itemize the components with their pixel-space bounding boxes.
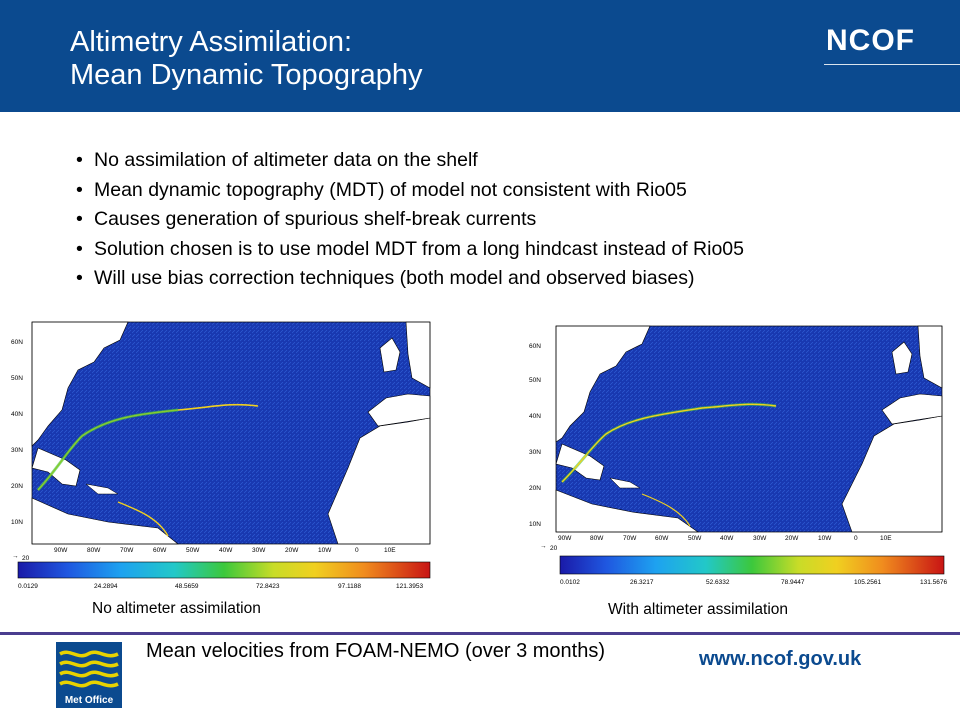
colorbar-label: 52.6332 [706,579,730,586]
lat-tick-label: 40N [11,411,23,418]
lon-tick-label: 50W [186,547,200,554]
caribbean-islands [85,483,119,495]
lon-tick-label: 40W [720,535,734,542]
website-link[interactable]: www.ncof.gov.uk [699,648,862,670]
caption-no-assimilation: No altimeter assimilation [92,600,261,617]
lon-tick-label: 0 [854,535,858,542]
lon-tick-label: 30W [252,547,266,554]
lon-tick-label: 0 [355,547,359,554]
logo-text: Met Office [65,695,114,706]
latitude-axis-labels: 60N 50N 40N 30N 20N 10N [11,339,23,526]
lon-tick-label: 10E [384,547,396,554]
lon-tick-label: 40W [219,547,233,554]
longitude-axis-labels: 90W 80W 70W 60W 50W 40W 30W 20W 10W 0 10… [54,547,396,554]
colorbar-label: 26.3217 [630,579,654,586]
north-america-landmass [31,321,129,447]
ncof-logo: NCOF [826,24,915,57]
caribbean-current [117,501,169,537]
british-isles [379,337,401,373]
colorbar-label: 24.2894 [94,583,118,590]
lat-tick-label: 20N [529,485,541,492]
british-isles [891,341,913,375]
lon-tick-label: 10W [818,535,832,542]
lon-tick-label: 90W [54,547,68,554]
lon-tick-label: 70W [623,535,637,542]
title-line-2: Mean Dynamic Topography [70,59,423,91]
caribbean-islands [609,477,641,489]
colorbar-label: 97.1188 [338,583,361,590]
vector-scale-note: 20 [22,555,30,562]
map-frame [31,321,431,545]
velocity-map-figure: 60N 50N 40N 30N 20N 10N 90W 80W 70W 60W … [11,321,431,590]
colorbar-label: 131.5676 [920,579,947,586]
lat-tick-label: 30N [11,447,23,454]
lon-tick-label: 10E [880,535,892,542]
title-line-1: Altimetry Assimilation: [70,26,353,58]
colorbar [17,561,431,579]
bullet-item: Will use bias correction techniques (bot… [74,264,744,294]
colorbar-label: 78.9447 [781,579,805,586]
lat-tick-label: 10N [11,519,23,526]
caribbean-current [641,493,691,527]
latitude-axis-labels: 60N 50N 40N 30N 20N 10N [529,343,541,528]
lat-tick-label: 60N [529,343,541,350]
lon-tick-label: 30W [753,535,767,542]
colorbar-labels: 0.0129 24.2894 48.5659 72.8423 97.1188 1… [18,583,423,590]
vector-scale-arrow: → [12,553,19,560]
velocity-map-figure: 60N 50N 40N 30N 20N 10N 90W 80W 70W 60W … [529,325,947,586]
vector-scale-arrow: → [540,543,547,550]
colorbar-label: 105.2561 [854,579,881,586]
lon-tick-label: 70W [120,547,134,554]
colorbar [559,555,945,575]
colorbar-label: 121.3953 [396,583,423,590]
met-office-logo: Met Office [56,642,122,708]
bullet-item: No assimilation of altimeter data on the… [74,146,744,176]
lat-tick-label: 40N [529,413,541,420]
lon-tick-label: 80W [87,547,101,554]
north-america-landmass [555,325,651,443]
bullet-item: Mean dynamic topography (MDT) of model n… [74,176,744,206]
colorbar-label: 0.0102 [560,579,580,586]
lon-tick-label: 10W [318,547,332,554]
lat-tick-label: 30N [529,449,541,456]
longitude-axis-labels: 90W 80W 70W 60W 50W 40W 30W 20W 10W 0 10… [558,535,892,542]
lon-tick-label: 20W [785,535,799,542]
caption-with-assimilation: With altimeter assimilation [608,601,789,618]
lon-tick-label: 60W [655,535,669,542]
colorbar-label: 48.5659 [175,583,199,590]
header-banner: Altimetry Assimilation: Mean Dynamic Top… [0,0,960,112]
lon-tick-label: 80W [590,535,604,542]
bullet-list: No assimilation of altimeter data on the… [74,146,744,294]
map-no-assimilation: 60N 50N 40N 30N 20N 10N 90W 80W 70W 60W … [8,318,438,596]
colorbar-labels: 0.0102 26.3217 52.6332 78.9447 105.2561 … [560,579,947,586]
lon-tick-label: 50W [688,535,702,542]
map-with-assimilation: 60N 50N 40N 30N 20N 10N 90W 80W 70W 60W … [526,322,960,596]
map-frame [555,325,943,533]
lat-tick-label: 20N [11,483,23,490]
lat-tick-label: 60N [11,339,23,346]
vector-scale-note: 20 [550,545,558,552]
met-office-wave-icon: Met Office [56,642,122,708]
lat-tick-label: 50N [11,375,23,382]
lon-tick-label: 20W [285,547,299,554]
slide-title: Altimetry Assimilation: Mean Dynamic Top… [70,26,423,92]
colorbar-label: 0.0129 [18,583,38,590]
gulf-stream-halo [36,408,179,492]
lon-tick-label: 90W [558,535,572,542]
bullet-item: Causes generation of spurious shelf-brea… [74,205,744,235]
bullet-item: Solution chosen is to use model MDT from… [74,235,744,265]
logo-underline [824,64,960,65]
colorbar-label: 72.8423 [256,583,280,590]
lon-tick-label: 60W [153,547,167,554]
lat-tick-label: 10N [529,521,541,528]
lat-tick-label: 50N [529,377,541,384]
footer-description: Mean velocities from FOAM-NEMO (over 3 m… [146,640,605,662]
gulf-stream-current [561,403,777,483]
footer-divider [0,632,960,635]
